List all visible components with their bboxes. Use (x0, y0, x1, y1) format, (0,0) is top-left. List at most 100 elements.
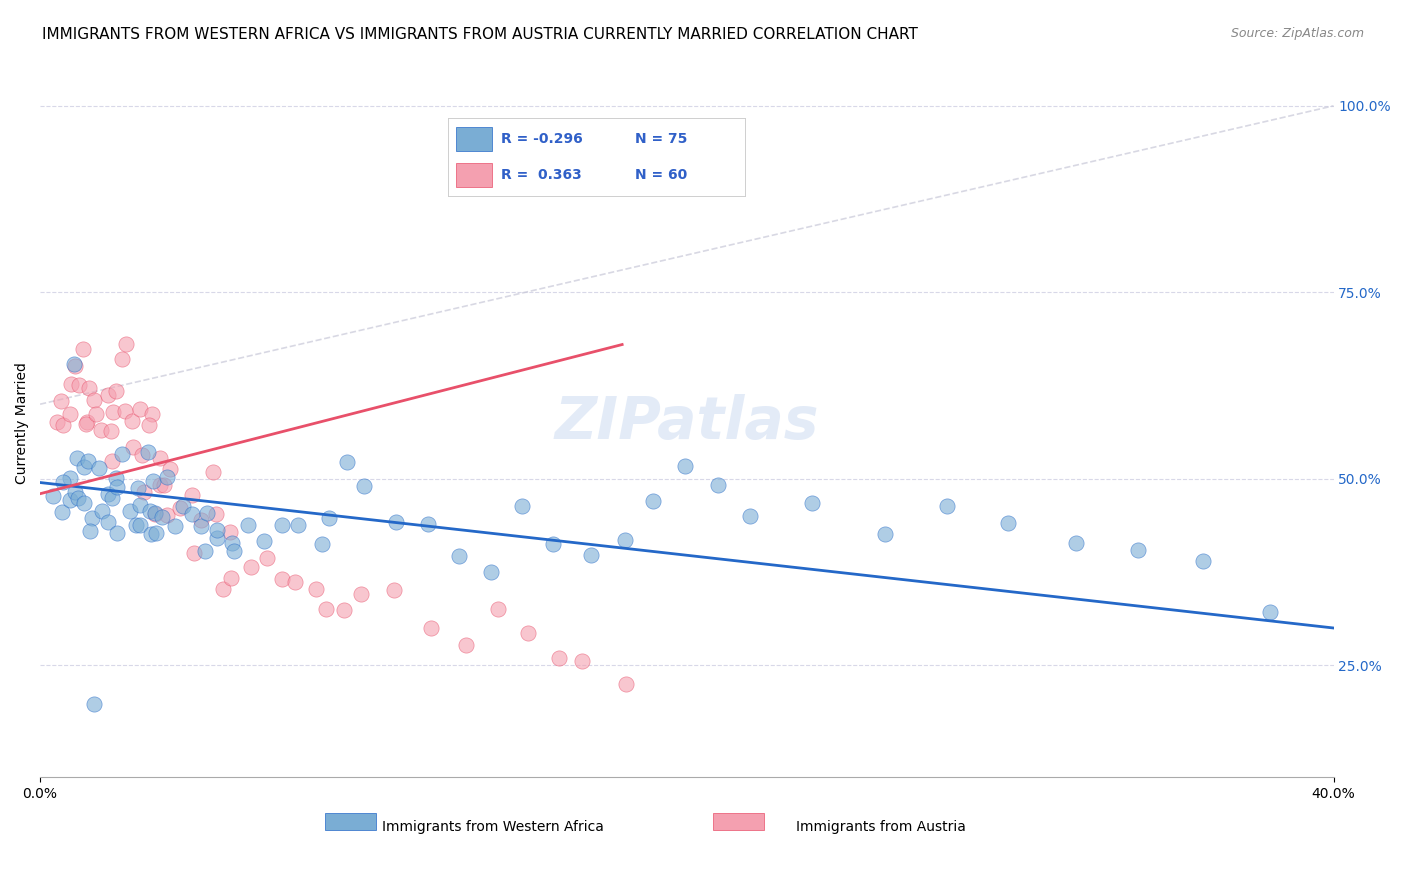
Point (76, 415, 98, 429)
FancyBboxPatch shape (325, 813, 377, 830)
Point (315, 602, 337, 616)
Point (51, 505, 73, 519)
Point (143, 507, 166, 521)
Point (1064, 536, 1087, 550)
Point (65, 484, 87, 499)
Point (418, 516, 440, 531)
FancyBboxPatch shape (713, 813, 765, 830)
Point (105, 471, 128, 485)
Point (141, 527, 163, 541)
Point (221, 536, 243, 550)
Point (115, 337, 138, 351)
Point (271, 572, 294, 586)
Point (181, 488, 204, 502)
Point (202, 465, 225, 479)
Point (101, 405, 124, 419)
Point (239, 560, 262, 574)
Point (120, 504, 142, 518)
Text: ZIPatlas: ZIPatlas (554, 394, 820, 451)
Point (614, 533, 637, 547)
Point (152, 510, 174, 524)
Point (128, 498, 150, 512)
Point (194, 544, 217, 558)
Text: Immigrants from Western Africa: Immigrants from Western Africa (382, 820, 603, 834)
Point (142, 474, 165, 488)
Point (454, 638, 477, 652)
Point (548, 651, 571, 665)
Point (73, 459, 96, 474)
Point (571, 654, 593, 668)
Point (97, 388, 120, 402)
Point (156, 508, 179, 523)
Point (336, 454, 359, 468)
Point (253, 534, 276, 549)
Point (738, 509, 761, 524)
Point (579, 549, 602, 563)
Point (83, 697, 105, 711)
Point (384, 582, 406, 597)
Point (311, 537, 333, 551)
Point (284, 574, 307, 589)
Point (205, 507, 228, 521)
Point (143, 507, 166, 521)
Point (91, 504, 114, 518)
Point (997, 516, 1019, 530)
Point (59, 407, 82, 421)
Point (222, 544, 245, 558)
Point (110, 352, 132, 367)
Point (63, 359, 86, 373)
Point (1258, 605, 1281, 619)
Point (75, 417, 97, 431)
Text: IMMIGRANTS FROM WESTERN AFRICA VS IMMIGRANTS FROM AUSTRIA CURRENTLY MARRIED CORR: IMMIGRANTS FROM WESTERN AFRICA VS IMMIGR… (42, 27, 918, 42)
Y-axis label: Currently Married: Currently Married (15, 362, 30, 483)
Point (73, 496, 96, 510)
Point (287, 518, 309, 533)
Point (271, 518, 294, 533)
Point (105, 384, 128, 398)
Point (52, 475, 75, 489)
Point (486, 602, 509, 616)
Point (156, 470, 179, 484)
Point (419, 621, 441, 635)
Point (318, 511, 340, 525)
Point (447, 549, 470, 563)
Point (129, 402, 152, 417)
Point (84, 407, 107, 421)
Point (59, 471, 82, 485)
Point (205, 523, 228, 537)
Point (72, 343, 94, 357)
Point (641, 493, 664, 508)
Point (305, 582, 328, 596)
Point (190, 513, 212, 527)
Point (111, 447, 134, 461)
Point (172, 499, 194, 513)
Point (152, 478, 174, 492)
Point (89, 461, 111, 475)
Point (159, 462, 181, 476)
Point (139, 504, 162, 518)
Point (614, 677, 637, 691)
Point (127, 481, 149, 495)
Point (149, 478, 172, 492)
Point (76, 454, 98, 468)
Point (236, 518, 259, 533)
Point (195, 507, 218, 521)
Point (97, 487, 120, 501)
Point (138, 418, 160, 433)
Point (1126, 543, 1149, 558)
Point (97, 515, 120, 529)
Point (353, 479, 375, 493)
Point (105, 525, 128, 540)
Point (66, 491, 89, 506)
Point (77, 381, 100, 395)
Point (101, 454, 124, 468)
Point (385, 515, 408, 529)
Text: Source: ZipAtlas.com: Source: ZipAtlas.com (1230, 27, 1364, 40)
Point (875, 526, 897, 541)
Point (128, 517, 150, 532)
Point (1192, 554, 1215, 568)
Point (512, 499, 534, 513)
Point (105, 480, 128, 494)
Point (333, 603, 356, 617)
Point (707, 477, 730, 491)
